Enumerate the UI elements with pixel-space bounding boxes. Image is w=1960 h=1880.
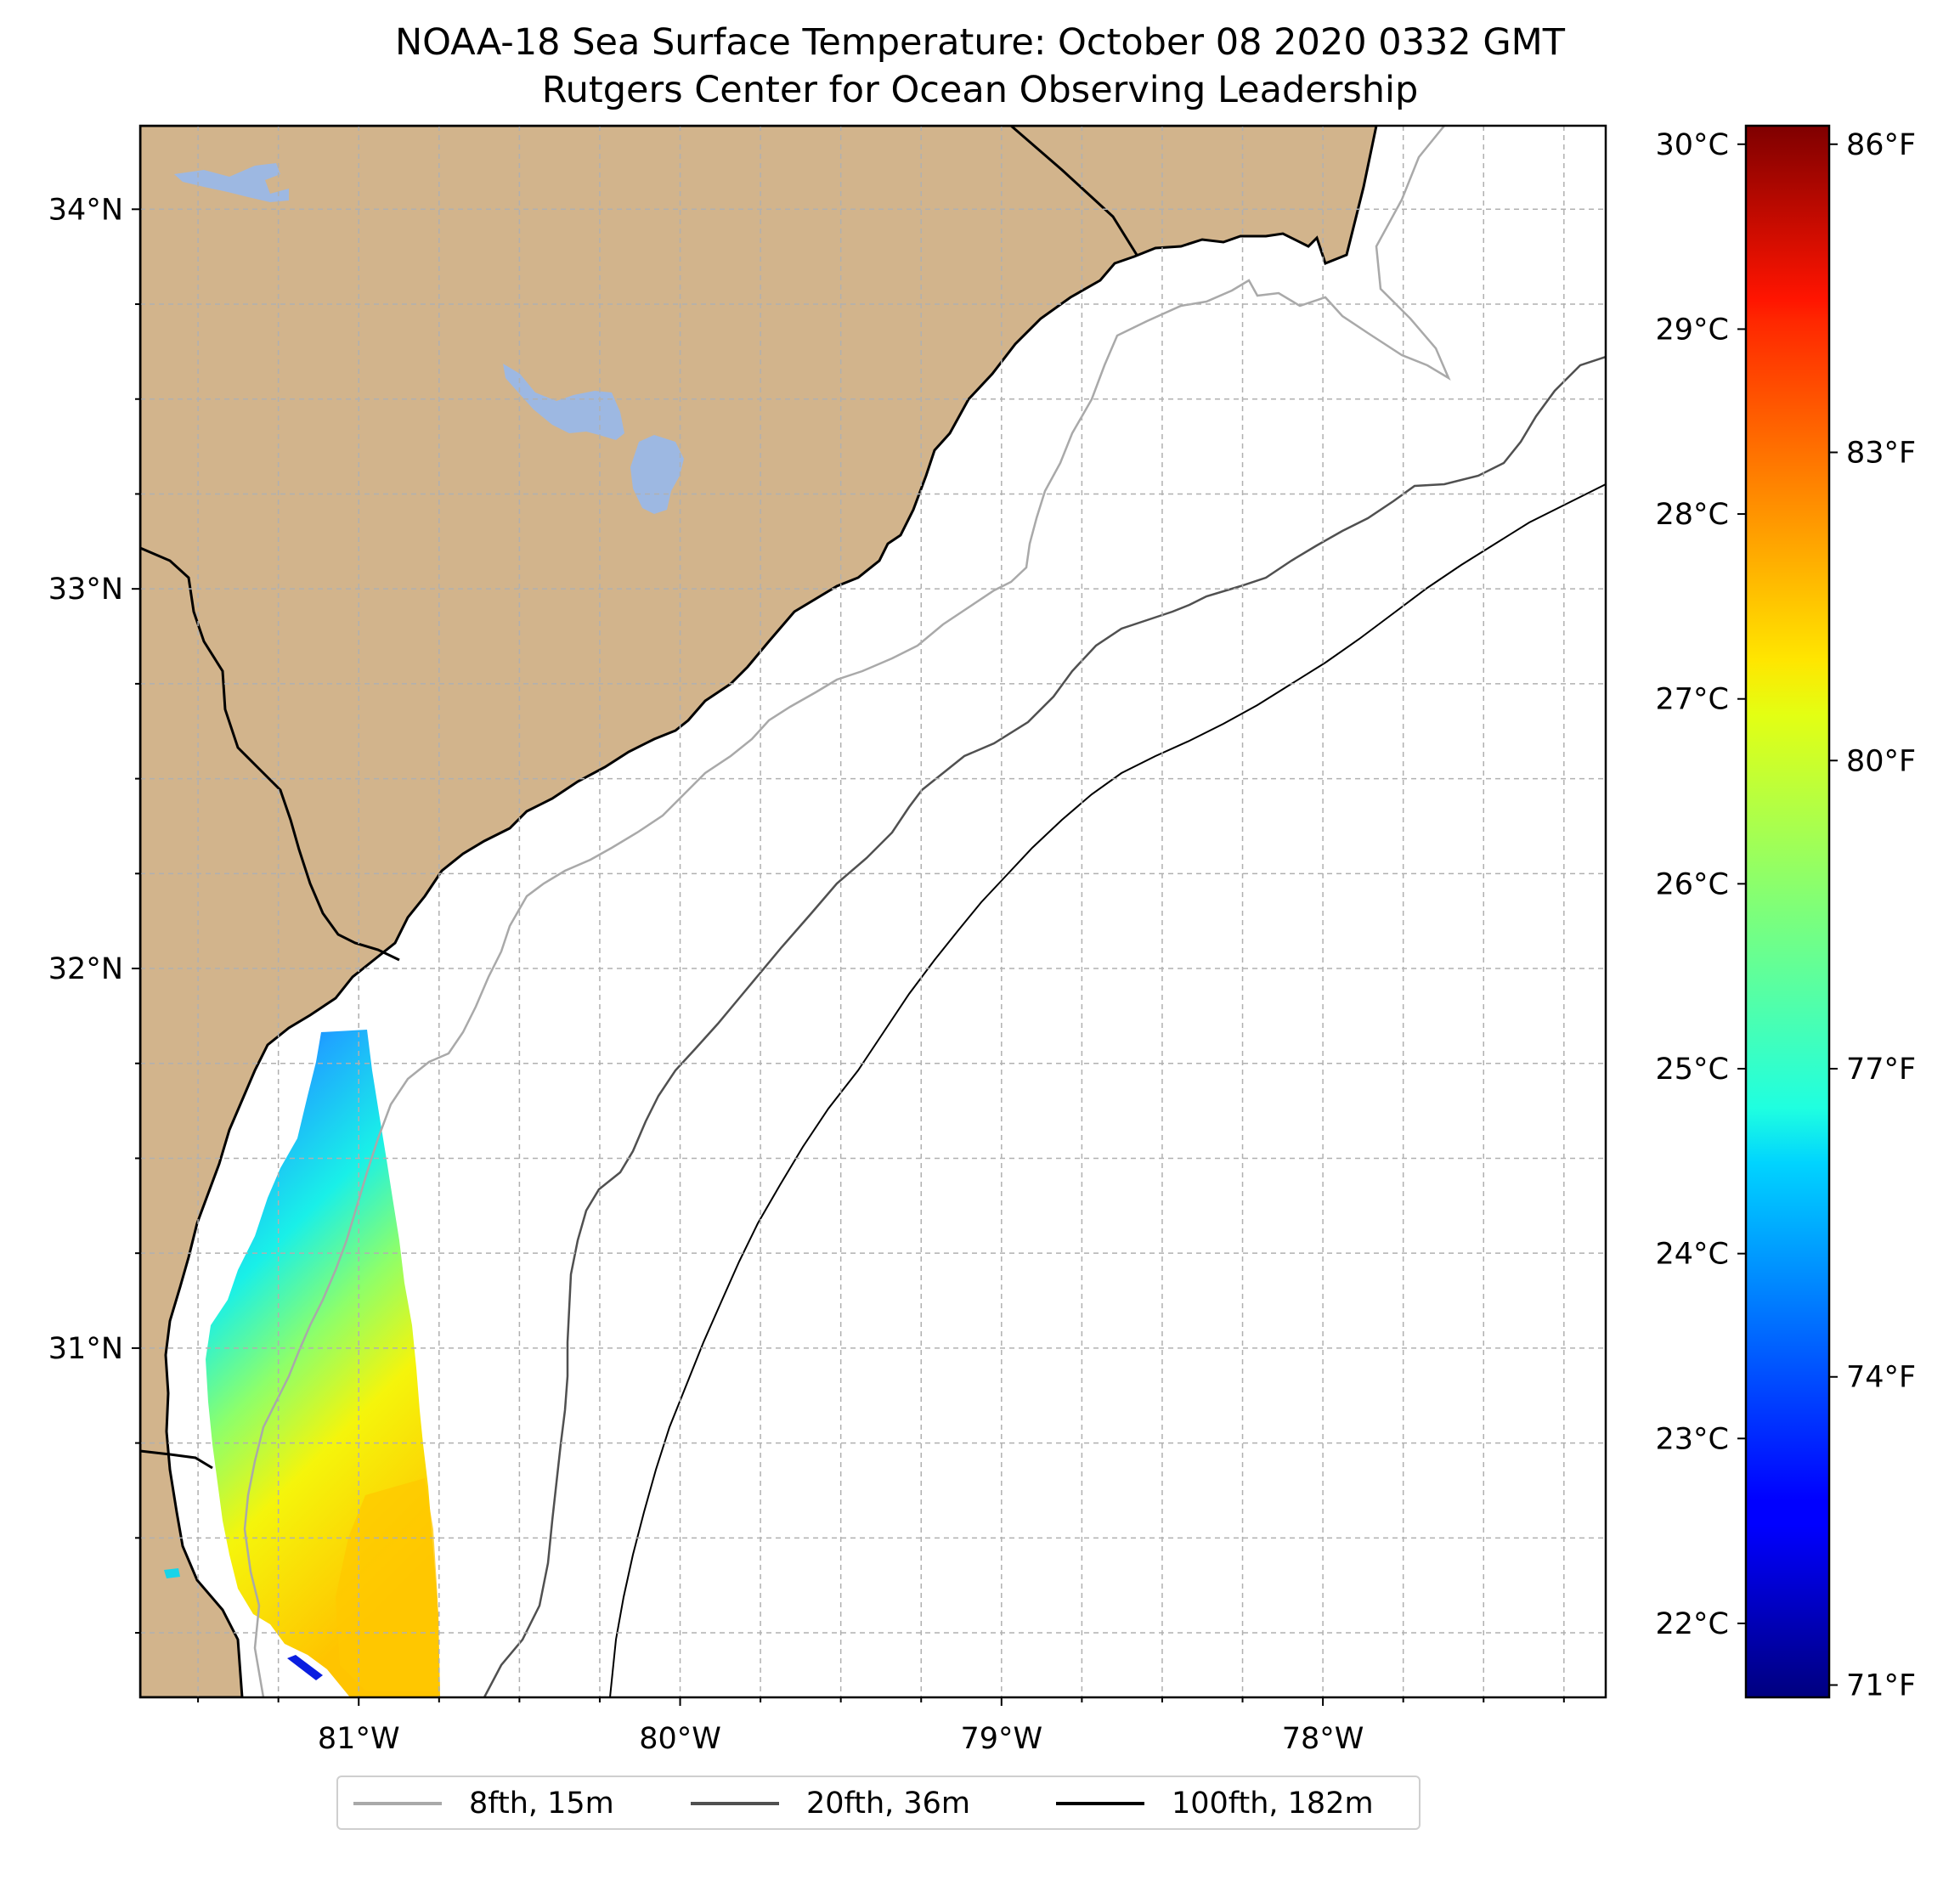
chart-title: NOAA-18 Sea Surface Temperature: October… [0,19,1960,114]
state-border [140,546,400,962]
celsius-tick-label: 26°C [1656,867,1729,901]
celsius-tick-label: 28°C [1656,498,1729,532]
map-frame [138,124,1607,1699]
fahrenheit-tick-label: 77°F [1846,1053,1916,1087]
celsius-tick-label: 27°C [1656,683,1729,717]
title-line-1: NOAA-18 Sea Surface Temperature: October… [394,21,1566,64]
legend-label: 20fth, 36m [806,1787,971,1821]
isobath-20fth [483,355,1606,1697]
map-panel: 81°W 80°W 79°W 78°W 34°N 33°N 32°N 31°N [48,124,1607,1756]
colorbar-gradient [1744,124,1831,1699]
celsius-tick-label: 22°C [1656,1607,1729,1641]
fahrenheit-tick-label: 74°F [1846,1361,1916,1395]
x-tick-label: 78°W [1282,1722,1364,1756]
x-tick-label: 81°W [318,1722,400,1756]
axis-ticks: 81°W 80°W 79°W 78°W 34°N 33°N 32°N 31°N [48,193,1565,1756]
legend-line-swatch [353,1802,442,1805]
gridlines [140,126,1606,1697]
isobath-8fth [243,126,1451,1697]
legend-label: 8fth, 15m [469,1787,614,1821]
x-tick-label: 79°W [960,1722,1042,1756]
legend-line-swatch [1056,1802,1144,1805]
land-mass [140,126,1378,1697]
celsius-tick-label: 29°C [1656,313,1729,347]
legend-label: 100fth, 182m [1172,1787,1374,1821]
state-border-north [1010,126,1138,256]
y-tick-label: 31°N [48,1332,123,1366]
fahrenheit-tick-label: 80°F [1846,744,1916,778]
legend-line-swatch [691,1802,779,1805]
sst-cold-edge [287,1655,323,1680]
colorbar: 30°C 29°C 28°C 27°C 26°C 25°C 24°C 23°C 22°C 86°F… [1656,124,1917,1703]
legend-item: 8fth, 15m [353,1784,614,1823]
celsius-tick-label: 24°C [1656,1238,1729,1272]
y-tick-label: 32°N [48,952,123,986]
title-line-2: Rutgers Center for Ocean Observing Leade… [541,69,1419,111]
y-tick-label: 34°N [48,193,123,227]
y-tick-label: 33°N [48,573,123,607]
state-border-south [140,1449,213,1470]
legend-item: 20fth, 36m [691,1784,970,1823]
celsius-tick-label: 25°C [1656,1053,1729,1087]
fahrenheit-tick-label: 86°F [1846,128,1916,162]
fahrenheit-tick-label: 83°F [1846,437,1916,471]
lake-2 [503,364,624,440]
lake-1 [174,163,289,202]
legend: 8fth, 15m 20fth, 36m 100fth, 182m [336,1776,1421,1830]
lake-3 [630,435,684,514]
colorbar-ticks: 30°C 29°C 28°C 27°C 26°C 25°C 24°C 23°C 22°C 86°F… [1656,128,1917,1703]
sst-warm-band [336,1478,440,1691]
x-tick-label: 80°W [639,1722,721,1756]
fahrenheit-tick-label: 71°F [1846,1668,1916,1702]
legend-item: 100fth, 182m [1056,1784,1374,1823]
celsius-tick-label: 23°C [1656,1422,1729,1456]
celsius-tick-label: 30°C [1656,128,1729,162]
isobath-100fth [609,483,1606,1697]
sst-small-patch [164,1568,180,1578]
